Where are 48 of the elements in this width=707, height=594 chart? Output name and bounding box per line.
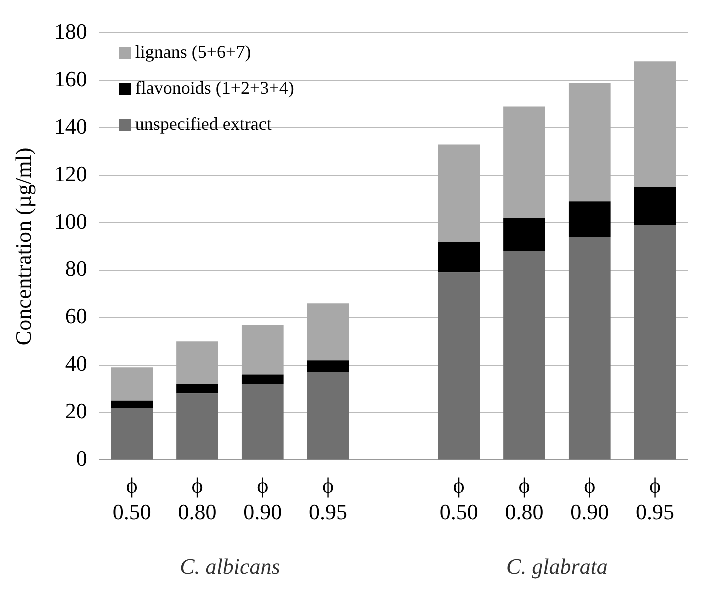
bar	[176, 394, 218, 460]
x-tick-label: ϕ 0.95	[309, 473, 348, 525]
bar	[242, 384, 284, 460]
bar	[242, 324, 284, 375]
bar	[438, 272, 480, 460]
text: C. albicans	[180, 554, 280, 579]
legend-label: unspecified extract	[135, 114, 272, 134]
bar	[176, 384, 218, 394]
bar	[307, 360, 350, 372]
y-tick-label: 140	[54, 114, 88, 139]
bar	[242, 374, 284, 384]
legend-label: flavonoids (1+2+3+4)	[135, 78, 294, 98]
y-tick-label: 80	[65, 256, 88, 282]
y-tick-label: 100	[54, 208, 88, 234]
bar	[176, 342, 218, 384]
bar	[307, 304, 350, 361]
x-tick-label: ϕ 0.90	[570, 473, 610, 525]
bar	[504, 106, 546, 218]
x-tick-label: ϕ 0.80	[178, 473, 217, 525]
y-tick-label: 0	[76, 446, 88, 471]
x-tick-label: ϕ 0.80	[505, 473, 544, 525]
y-tick-label: 180	[54, 18, 88, 44]
x-tick-label: ϕ 0.90	[244, 473, 282, 525]
x-tick-label: ϕ 0.50	[440, 473, 478, 525]
bar	[568, 202, 611, 238]
bar	[634, 225, 676, 460]
text: C. glabrata	[506, 554, 608, 579]
bar	[634, 62, 676, 188]
y-tick-label: 40	[65, 351, 88, 376]
x-tick-label: ϕ 0.50	[112, 473, 152, 525]
bar	[307, 372, 350, 460]
bar	[568, 83, 611, 202]
y-axis-title: Concentration (µg/ml)	[10, 148, 36, 346]
bar	[504, 251, 546, 460]
x-tick-label: ϕ 0.95	[636, 473, 675, 525]
bar	[568, 237, 611, 460]
y-tick-label: 60	[65, 304, 88, 329]
y-tick-label: 120	[54, 161, 88, 186]
y-tick-label: 160	[54, 66, 88, 92]
bar	[504, 218, 546, 252]
bar	[438, 242, 480, 273]
y-tick-label: 20	[65, 398, 88, 424]
bar	[111, 400, 154, 408]
bar	[111, 408, 154, 460]
bar	[111, 368, 154, 401]
bar	[634, 187, 676, 226]
bar	[438, 144, 480, 242]
legend-label: lignans (5+6+7)	[135, 42, 252, 62]
